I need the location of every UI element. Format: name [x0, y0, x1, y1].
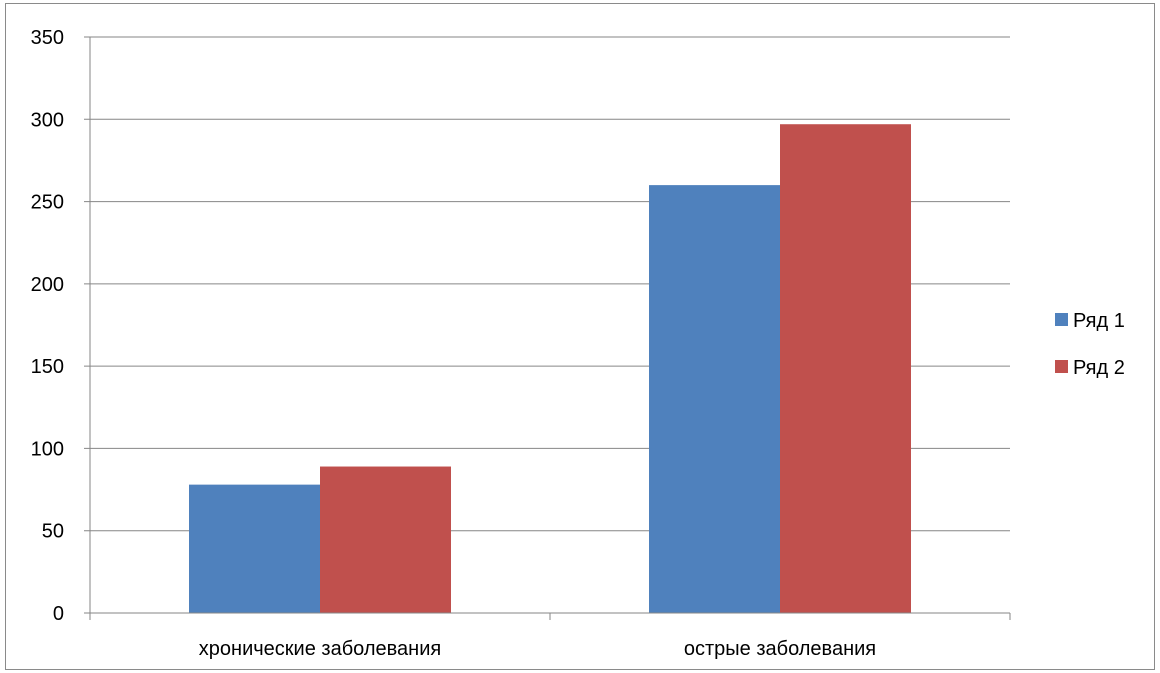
y-tick-label: 100	[31, 438, 64, 460]
y-axis-tick-labels: 0 50 100 150 200 250 300 350	[31, 27, 64, 625]
y-tick-label: 0	[53, 603, 64, 625]
y-tick-label: 50	[42, 521, 64, 543]
legend-swatch-series-1	[1055, 313, 1068, 326]
bar-series-1-category-2	[649, 185, 780, 613]
legend-swatch-series-2	[1055, 360, 1068, 373]
x-axis-category-labels: хронические заболевания острые заболевани…	[89, 613, 1011, 660]
legend-label-series-1: Ряд 1	[1073, 310, 1125, 332]
x-category-label: острые заболевания	[684, 638, 876, 660]
y-tick-label: 300	[31, 109, 64, 131]
y-tick-label: 250	[31, 192, 64, 214]
bar-series-2-category-2	[780, 124, 911, 614]
bar-series-1-category-1	[189, 484, 320, 613]
legend-label-series-2: Ряд 2	[1073, 357, 1125, 379]
y-tick-label: 200	[31, 274, 64, 296]
y-tick-label: 350	[31, 27, 64, 49]
x-category-label: хронические заболевания	[199, 638, 441, 660]
bar-series-2-category-1	[320, 466, 451, 613]
legend: Ряд 1 Ряд 2	[1055, 310, 1125, 379]
bars	[189, 124, 911, 614]
y-tick-label: 150	[31, 356, 64, 378]
